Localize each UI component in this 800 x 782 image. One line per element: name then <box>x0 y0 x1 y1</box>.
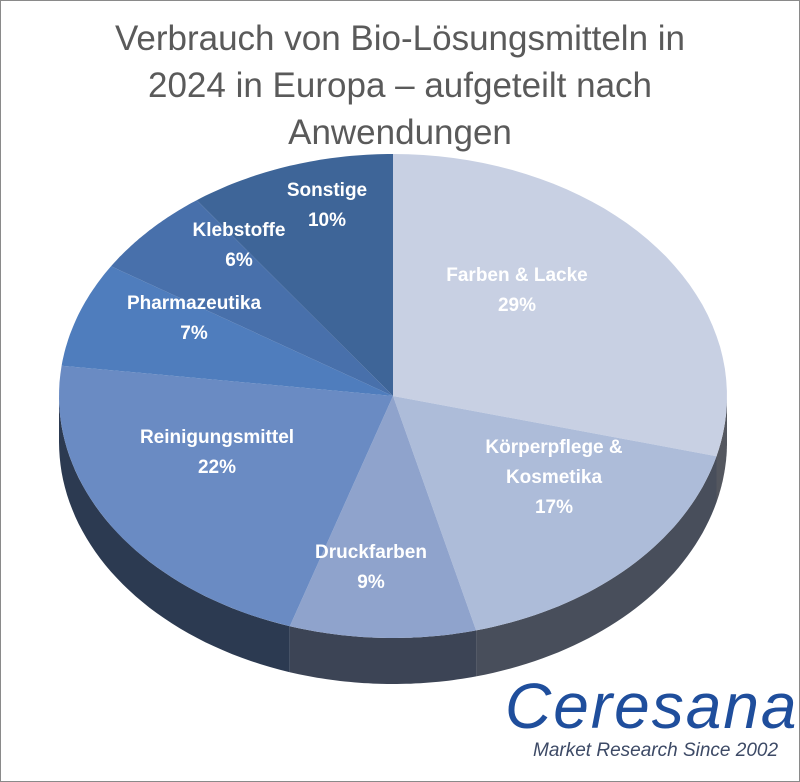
slice-pharmazeutika <box>61 266 393 396</box>
slice-side-0 <box>716 396 727 503</box>
slice-side-3 <box>59 396 290 673</box>
label-sonstige: Sonstige 10% <box>286 180 368 231</box>
ceresana-logo: Ceresana Market Research Since 2002 <box>505 670 799 763</box>
title-line-3: Anwendungen <box>288 113 512 152</box>
slice-klebstoffe <box>111 200 393 396</box>
label-klebstoffe: Klebstoffe 6% <box>192 220 286 271</box>
label-druckfarben: Druckfarben 9% <box>315 542 427 593</box>
logo-name: Ceresana <box>505 670 799 742</box>
slice-druckfarben <box>289 396 477 638</box>
title-line-1: Verbrauch von Bio-Lösungsmitteln in <box>114 19 686 58</box>
slice-side-1 <box>476 456 717 677</box>
label-pharmazeutika: Pharmazeutika 7% <box>126 293 262 344</box>
label-farben-lacke: Farben & Lacke 29% <box>446 265 588 316</box>
slice-reinigungsmittel <box>59 365 393 627</box>
slice-körperpflege-kosmetika <box>393 396 717 631</box>
chart-title: Verbrauch von Bio-Lösungsmitteln in 2024… <box>1 15 799 156</box>
title-line-2: 2024 in Europa – aufgeteilt nach <box>148 66 652 105</box>
label-koerperpflege: Körperpflege & Kosmetika 17% <box>485 437 623 518</box>
slice-farben-lacke <box>393 154 727 457</box>
slice-sonstige <box>196 154 393 396</box>
label-reinigungsmittel: Reinigungsmittel 22% <box>139 427 295 478</box>
logo-tagline: Market Research Since 2002 <box>533 740 779 761</box>
slice-side-2 <box>289 626 477 684</box>
